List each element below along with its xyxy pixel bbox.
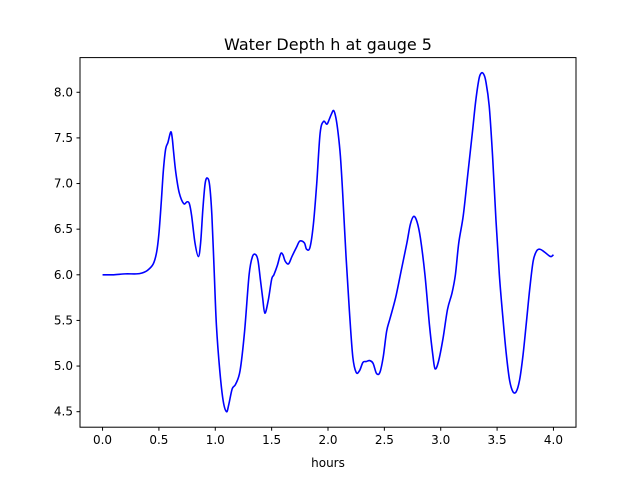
x-tick-label: 2.0 bbox=[318, 433, 337, 447]
x-tick-label: 3.0 bbox=[431, 433, 450, 447]
x-axis-label: hours bbox=[311, 456, 345, 470]
x-tick-label: 3.5 bbox=[488, 433, 507, 447]
x-tick-label: 2.5 bbox=[375, 433, 394, 447]
plot-layer bbox=[102, 71, 554, 413]
series-line bbox=[102, 71, 554, 413]
y-tick-label: 5.0 bbox=[54, 359, 73, 373]
x-tick-label: 0.0 bbox=[93, 433, 112, 447]
y-tick-label: 7.5 bbox=[54, 131, 73, 145]
y-tick-label: 5.5 bbox=[54, 313, 73, 327]
y-tick-label: 6.5 bbox=[54, 222, 73, 236]
x-tick-label: 4.0 bbox=[544, 433, 563, 447]
plot-frame bbox=[79, 57, 577, 428]
y-tick-label: 4.5 bbox=[54, 405, 73, 419]
y-tick-label: 7.0 bbox=[54, 177, 73, 191]
y-tick-label: 6.0 bbox=[54, 268, 73, 282]
x-tick-label: 0.5 bbox=[149, 433, 168, 447]
y-tick-label: 8.0 bbox=[54, 85, 73, 99]
y-axis-ticks: 4.5 5.0 5.5 6.0 6.5 7.0 7.5 8.0 bbox=[54, 85, 80, 419]
x-tick-label: 1.5 bbox=[262, 433, 281, 447]
chart-title: Water Depth h at gauge 5 bbox=[224, 35, 432, 54]
x-axis-ticks: 0.0 0.5 1.0 1.5 2.0 2.5 3.0 3.5 4.0 bbox=[93, 427, 563, 447]
x-tick-label: 1.0 bbox=[206, 433, 225, 447]
